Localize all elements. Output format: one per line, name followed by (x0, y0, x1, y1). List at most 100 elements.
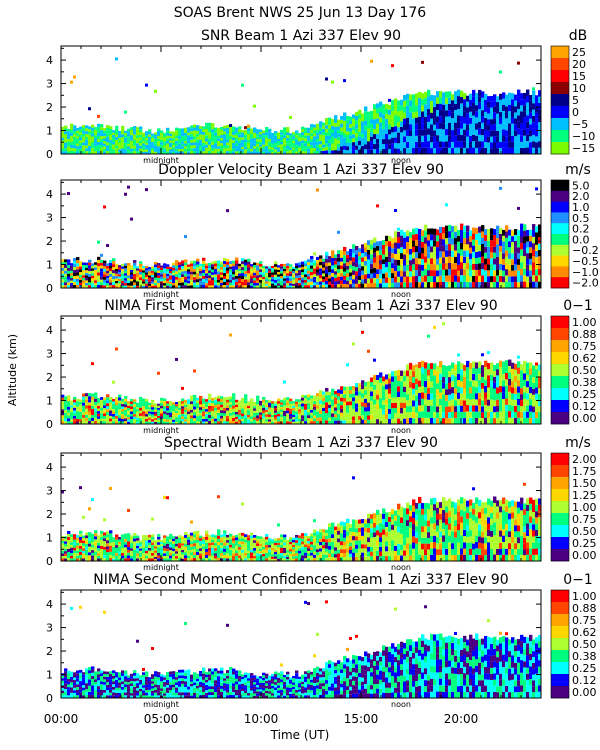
heatmap-cell (442, 400, 446, 407)
heatmap-cell (307, 412, 311, 416)
heatmap-cell (274, 285, 278, 288)
heatmap-cell (106, 415, 110, 419)
heatmap-cell (481, 231, 485, 238)
heatmap-cell (148, 151, 152, 154)
heatmap-cell (436, 122, 440, 129)
heatmap-cell (277, 147, 281, 150)
heatmap-cell (160, 285, 164, 288)
heatmap-cell (418, 91, 422, 99)
heatmap-speckle (361, 330, 364, 334)
heatmap-cell (466, 113, 470, 120)
heatmap-cell (118, 400, 122, 404)
heatmap-cell (157, 409, 161, 412)
heatmap-cell (226, 402, 230, 406)
heatmap-cell (145, 147, 149, 150)
heatmap-cell (301, 134, 305, 138)
heatmap-cell (325, 409, 329, 414)
heatmap-cell (82, 399, 86, 403)
heatmap-cell (274, 405, 278, 409)
heatmap-cell (373, 404, 377, 410)
heatmap-cell (280, 146, 284, 150)
heatmap-cell (385, 246, 389, 252)
heatmap-cell (265, 270, 269, 273)
heatmap-cell (328, 121, 332, 125)
heatmap-cell (265, 148, 269, 152)
heatmap-cell (415, 147, 419, 154)
heatmap-cell (157, 141, 161, 144)
heatmap-cell (244, 259, 248, 263)
heatmap-cell (481, 250, 485, 257)
heatmap-cell (217, 395, 221, 399)
heatmap-cell (478, 109, 482, 116)
heatmap-cell (349, 139, 353, 143)
heatmap-cell (298, 264, 302, 268)
heatmap-cell (61, 397, 65, 401)
heatmap-cell (454, 418, 458, 424)
heatmap-cell (313, 136, 317, 140)
heatmap-cell (121, 268, 125, 272)
heatmap-cell (532, 122, 536, 129)
heatmap-cell (529, 94, 533, 101)
heatmap-cell (538, 122, 542, 129)
heatmap-cell (289, 276, 293, 279)
heatmap-cell (121, 403, 125, 407)
heatmap-cell (241, 410, 245, 414)
heatmap-cell (490, 258, 494, 265)
heatmap-cell (67, 262, 71, 266)
heatmap-cell (193, 403, 197, 407)
heatmap-cell (256, 285, 260, 288)
heatmap-cell (178, 280, 182, 283)
heatmap-cell (463, 123, 467, 130)
heatmap-cell (142, 145, 146, 148)
heatmap-cell (91, 127, 95, 131)
heatmap-cell (352, 389, 356, 394)
heatmap-cell (445, 129, 449, 136)
heatmap-cell (181, 421, 185, 424)
heatmap-cell (307, 146, 311, 149)
heatmap-cell (472, 367, 476, 374)
heatmap-cell (247, 410, 251, 413)
heatmap-cell (208, 411, 212, 415)
heatmap-cell (490, 387, 494, 394)
heatmap-cell (460, 90, 464, 98)
heatmap-cell (463, 400, 467, 407)
heatmap-cell (481, 388, 485, 395)
heatmap-cell (448, 418, 452, 424)
heatmap-cell (184, 416, 188, 420)
heatmap-cell (472, 411, 476, 418)
heatmap-cell (469, 129, 473, 136)
heatmap-cell (502, 417, 506, 424)
heatmap-cell (118, 135, 122, 138)
heatmap-cell (94, 420, 98, 424)
heatmap-cell (193, 136, 197, 140)
heatmap-cell (211, 411, 215, 414)
heatmap-cell (460, 363, 464, 370)
heatmap-cell (106, 278, 110, 281)
heatmap-cell (415, 141, 419, 148)
heatmap-cell (346, 116, 350, 120)
heatmap-cell (523, 262, 527, 269)
heatmap-cell (418, 386, 422, 393)
heatmap-cell (136, 143, 140, 146)
heatmap-cell (436, 389, 440, 395)
heatmap-cell (289, 421, 293, 424)
heatmap-cell (355, 411, 359, 416)
heatmap-cell (283, 273, 287, 276)
heatmap-cell (115, 271, 119, 274)
heatmap-cell (190, 277, 194, 280)
heatmap-cell (217, 404, 221, 408)
y-tick-label: 3 (46, 78, 53, 91)
heatmap-cell (358, 383, 362, 388)
heatmap-cell (493, 376, 497, 383)
heatmap-cell (142, 276, 146, 280)
heatmap-cell (340, 254, 344, 258)
heatmap-cell (433, 417, 437, 424)
heatmap-cell (256, 272, 260, 276)
heatmap-cell (145, 142, 149, 145)
heatmap-cell (217, 401, 221, 405)
heatmap-cell (94, 392, 98, 396)
heatmap-cell (91, 275, 95, 279)
heatmap-cell (100, 276, 104, 280)
heatmap-cell (172, 131, 176, 134)
heatmap-cell (217, 421, 221, 424)
